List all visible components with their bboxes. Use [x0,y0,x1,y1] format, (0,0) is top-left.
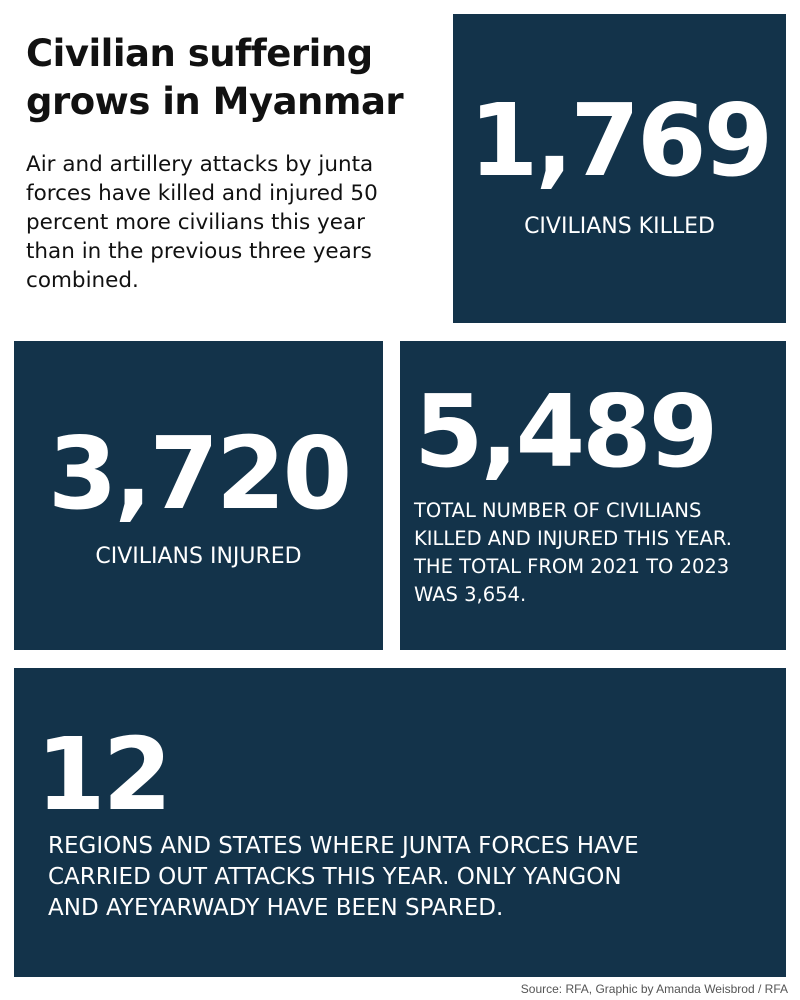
intro-text: Air and artillery attacks by junta force… [26,150,378,295]
stat-label-line: CIVILIANS INJURED [95,544,302,569]
intro-line: combined. [26,268,139,293]
stat-label-line: CARRIED OUT ATTACKS THIS YEAR. ONLY YANG… [48,864,622,890]
intro-line: forces have killed and injured 50 [26,181,378,206]
intro-line: Air and artillery attacks by junta [26,152,374,177]
stat-label-line: THE TOTAL FROM 2021 TO 2023 [414,555,730,578]
stat-label: CIVILIANS INJURED [14,542,383,571]
stat-card-injured: 3,720 CIVILIANS INJURED [14,341,383,650]
stat-label-line: TOTAL NUMBER OF CIVILIANS [414,499,702,522]
title-line: grows in Myanmar [26,80,404,123]
stat-card-total: 5,489 TOTAL NUMBER OF CIVILIANS KILLED A… [400,341,786,650]
stat-card-killed: 1,769 CIVILIANS KILLED [453,14,786,323]
stat-label-line: REGIONS AND STATES WHERE JUNTA FORCES HA… [48,833,639,859]
stat-label: REGIONS AND STATES WHERE JUNTA FORCES HA… [48,831,639,924]
stat-label-line: KILLED AND INJURED THIS YEAR. [414,527,732,550]
stat-label-line: CIVILIANS KILLED [524,214,715,239]
page-title: Civilian suffering grows in Myanmar [26,30,404,126]
stat-value: 1,769 [468,82,773,199]
stat-value: 5,489 [414,373,718,490]
stat-value: 12 [36,716,172,833]
stat-label-line: AND AYEYARWADY HAVE BEEN SPARED. [48,895,504,921]
title-line: Civilian suffering [26,32,373,75]
source-credit: Source: RFA, Graphic by Amanda Weisbrod … [520,982,788,996]
stat-label: CIVILIANS KILLED [453,212,786,241]
stat-label: TOTAL NUMBER OF CIVILIANS KILLED AND INJ… [414,497,732,609]
intro-line: percent more civilians this year [26,210,366,235]
intro-line: than in the previous three years [26,239,372,264]
stat-label-line: WAS 3,654. [414,583,527,606]
stat-value: 3,720 [47,415,352,532]
stat-card-regions: 12 REGIONS AND STATES WHERE JUNTA FORCES… [14,668,786,977]
